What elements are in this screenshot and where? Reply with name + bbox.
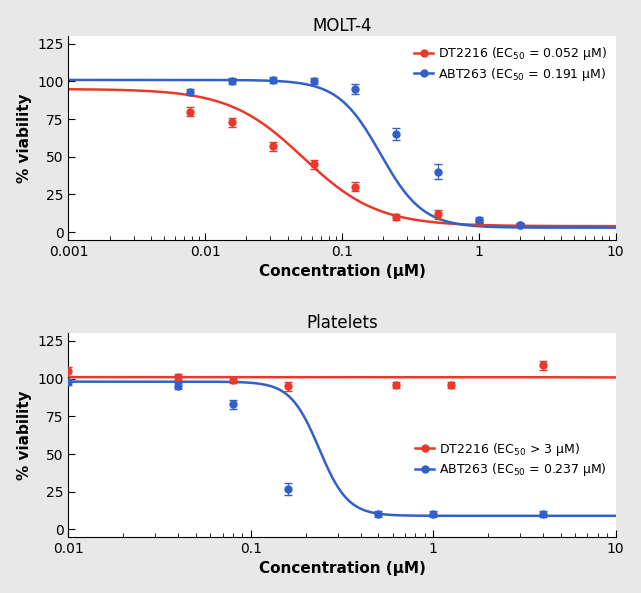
X-axis label: Concentration (μM): Concentration (μM) [258,264,426,279]
Legend: DT2216 (EC$_{50}$ = 0.052 μM), ABT263 (EC$_{50}$ = 0.191 μM): DT2216 (EC$_{50}$ = 0.052 μM), ABT263 (E… [412,43,610,85]
Title: MOLT-4: MOLT-4 [312,17,372,34]
Title: Platelets: Platelets [306,314,378,332]
Legend: DT2216 (EC$_{50}$ > 3 μM), ABT263 (EC$_{50}$ = 0.237 μM): DT2216 (EC$_{50}$ > 3 μM), ABT263 (EC$_{… [413,438,610,481]
X-axis label: Concentration (μM): Concentration (μM) [258,562,426,576]
Y-axis label: % viability: % viability [17,93,31,183]
Y-axis label: % viability: % viability [17,390,31,480]
